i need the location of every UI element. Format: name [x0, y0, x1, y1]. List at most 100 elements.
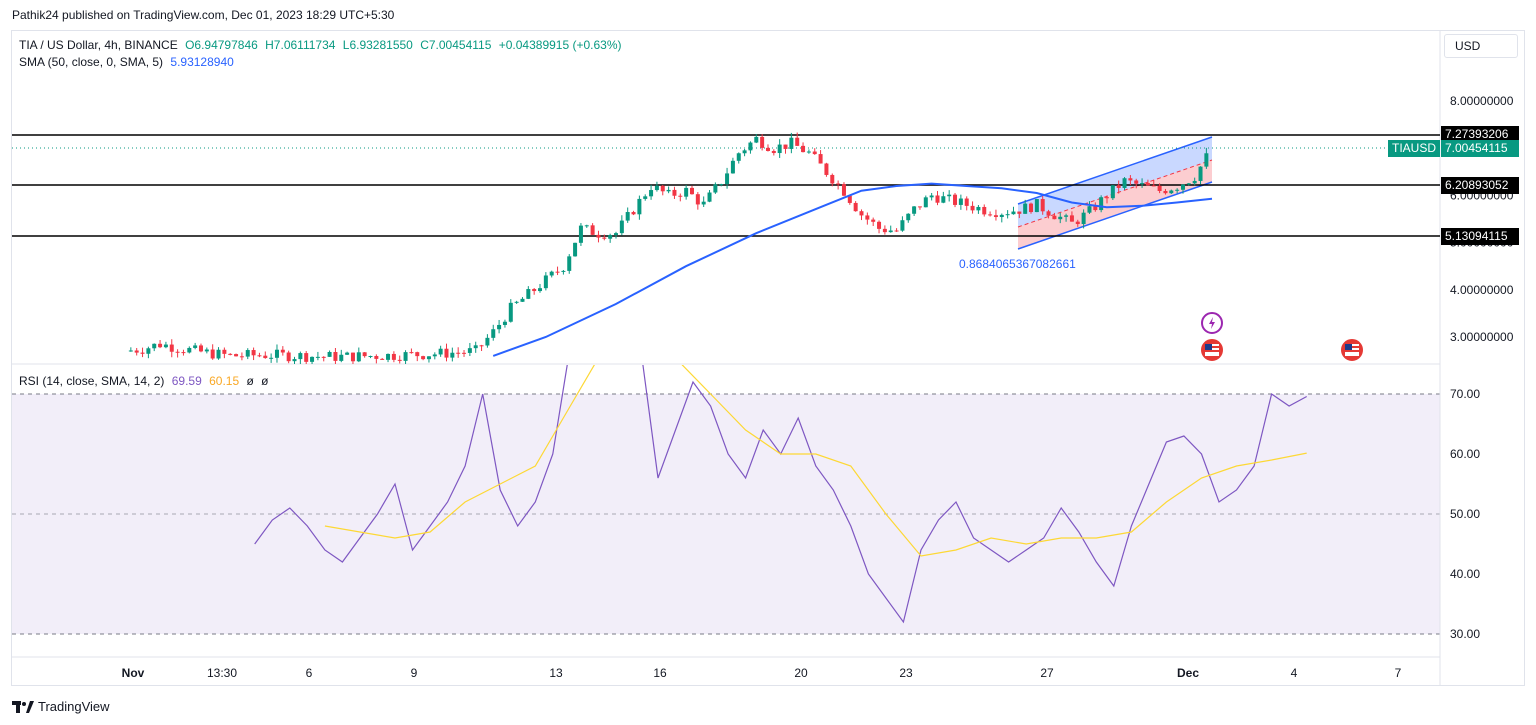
- candle-body: [836, 183, 841, 185]
- channel-upper-line: [1017, 136, 1213, 205]
- candle-body: [1105, 197, 1110, 199]
- lightning-event-icon[interactable]: [1201, 312, 1223, 334]
- candle-body: [444, 348, 449, 358]
- candle-body: [637, 198, 642, 215]
- candle-body: [1069, 215, 1074, 222]
- candle-body: [567, 256, 572, 271]
- candle-body: [695, 194, 700, 205]
- candle-body: [1157, 185, 1162, 191]
- sma-label: SMA (50, close, 0, SMA, 5): [19, 55, 164, 69]
- published-caption: Pathik24 published on TradingView.com, D…: [12, 8, 395, 22]
- candle-body: [777, 144, 782, 154]
- candle-body: [327, 351, 332, 357]
- candle-body: [1034, 199, 1039, 213]
- time-axis-tick: 13:30: [207, 666, 237, 680]
- candle-body: [982, 206, 987, 215]
- candle-body: [923, 197, 928, 208]
- candle-body: [1186, 183, 1191, 185]
- low-value: L6.93281550: [342, 38, 413, 52]
- candle-body: [350, 352, 355, 362]
- candle-body: [660, 185, 665, 192]
- candle-body: [1005, 214, 1010, 216]
- candle-body: [128, 350, 133, 352]
- time-axis-tick: 13: [549, 666, 563, 680]
- candle-body: [830, 174, 835, 184]
- candle-body: [1040, 199, 1045, 212]
- us-flag-event-icon[interactable]: [1201, 339, 1223, 361]
- channel-mid-line: [1017, 159, 1213, 228]
- candle-body: [602, 237, 607, 239]
- rsi-axis-tick: 50.00: [1450, 507, 1480, 521]
- candle-body: [473, 345, 478, 349]
- candle-body: [678, 195, 683, 197]
- level-top-tag: 7.27393206: [1441, 126, 1519, 143]
- footer-brand[interactable]: TradingView: [12, 699, 110, 714]
- us-flag-event-icon-2[interactable]: [1341, 339, 1363, 361]
- candle-body: [421, 356, 426, 360]
- rsi-legend: RSI (14, close, SMA, 14, 2) 69.59 60.15 …: [19, 374, 273, 388]
- candle-body: [1023, 203, 1028, 214]
- brand-name: TradingView: [38, 699, 110, 714]
- fib-label: 0.8684065367082661: [959, 257, 1076, 271]
- candle-body: [163, 344, 168, 348]
- candle-body: [1169, 190, 1174, 194]
- level-low-tag: 5.13094115: [1441, 228, 1519, 245]
- candle-body: [1128, 178, 1133, 181]
- candle-body: [1145, 183, 1150, 186]
- currency-button[interactable]: USD: [1444, 34, 1518, 58]
- candle-body: [1140, 183, 1145, 185]
- candle-body: [514, 301, 519, 303]
- candle-body: [1204, 153, 1209, 167]
- candle-body: [140, 352, 145, 354]
- time-axis-tick: 23: [899, 666, 913, 680]
- candle-body: [187, 347, 192, 353]
- candle-body: [169, 344, 174, 352]
- candle-body: [701, 201, 706, 205]
- candle-body: [947, 194, 952, 197]
- rsi-axis-tick: 30.00: [1450, 627, 1480, 641]
- candle-body: [713, 184, 718, 193]
- candle-body: [450, 352, 455, 358]
- candle-body: [216, 349, 221, 359]
- candle-body: [1134, 180, 1139, 184]
- sma-value: 5.93128940: [170, 55, 234, 69]
- time-axis-tick: Dec: [1177, 666, 1199, 680]
- candle-body: [175, 351, 180, 353]
- candle-body: [614, 233, 619, 235]
- chart-frame: [11, 30, 1525, 686]
- candle-body: [771, 150, 776, 154]
- candle-body: [251, 350, 256, 356]
- candle-body: [929, 195, 934, 198]
- candle-body: [502, 321, 507, 325]
- candle-body: [1099, 197, 1104, 211]
- candle-body: [806, 151, 811, 153]
- time-axis-tick: 6: [306, 666, 313, 680]
- channel-upper-fill: [1018, 137, 1212, 227]
- axis-ticks-group: 8.000000007.000000006.000000005.00000000…: [122, 94, 1514, 680]
- candle-body: [847, 195, 852, 203]
- candle-body: [999, 214, 1004, 218]
- candle-body: [859, 211, 864, 216]
- candle-body: [1052, 215, 1057, 220]
- candle-body: [760, 136, 765, 148]
- candle-body: [520, 298, 525, 302]
- candle-body: [970, 205, 975, 211]
- candle-body: [1064, 215, 1069, 217]
- main-legend: TIA / US Dollar, 4h, BINANCE O6.94797846…: [19, 38, 626, 52]
- candle-body: [374, 356, 379, 359]
- candle-body: [339, 354, 344, 361]
- time-axis-tick: 16: [653, 666, 667, 680]
- change-value: +0.04389915 (+0.63%): [498, 38, 622, 52]
- candle-body: [152, 343, 157, 349]
- candle-body: [310, 356, 315, 362]
- candle-body: [526, 289, 531, 299]
- candle-body: [1180, 184, 1185, 190]
- candle-body: [403, 352, 408, 361]
- candle-body: [689, 187, 694, 195]
- candle-body: [625, 212, 630, 221]
- candle-body: [497, 324, 502, 330]
- candle-body: [269, 357, 274, 359]
- time-axis-tick: Nov: [122, 666, 145, 680]
- candle-body: [1081, 212, 1086, 225]
